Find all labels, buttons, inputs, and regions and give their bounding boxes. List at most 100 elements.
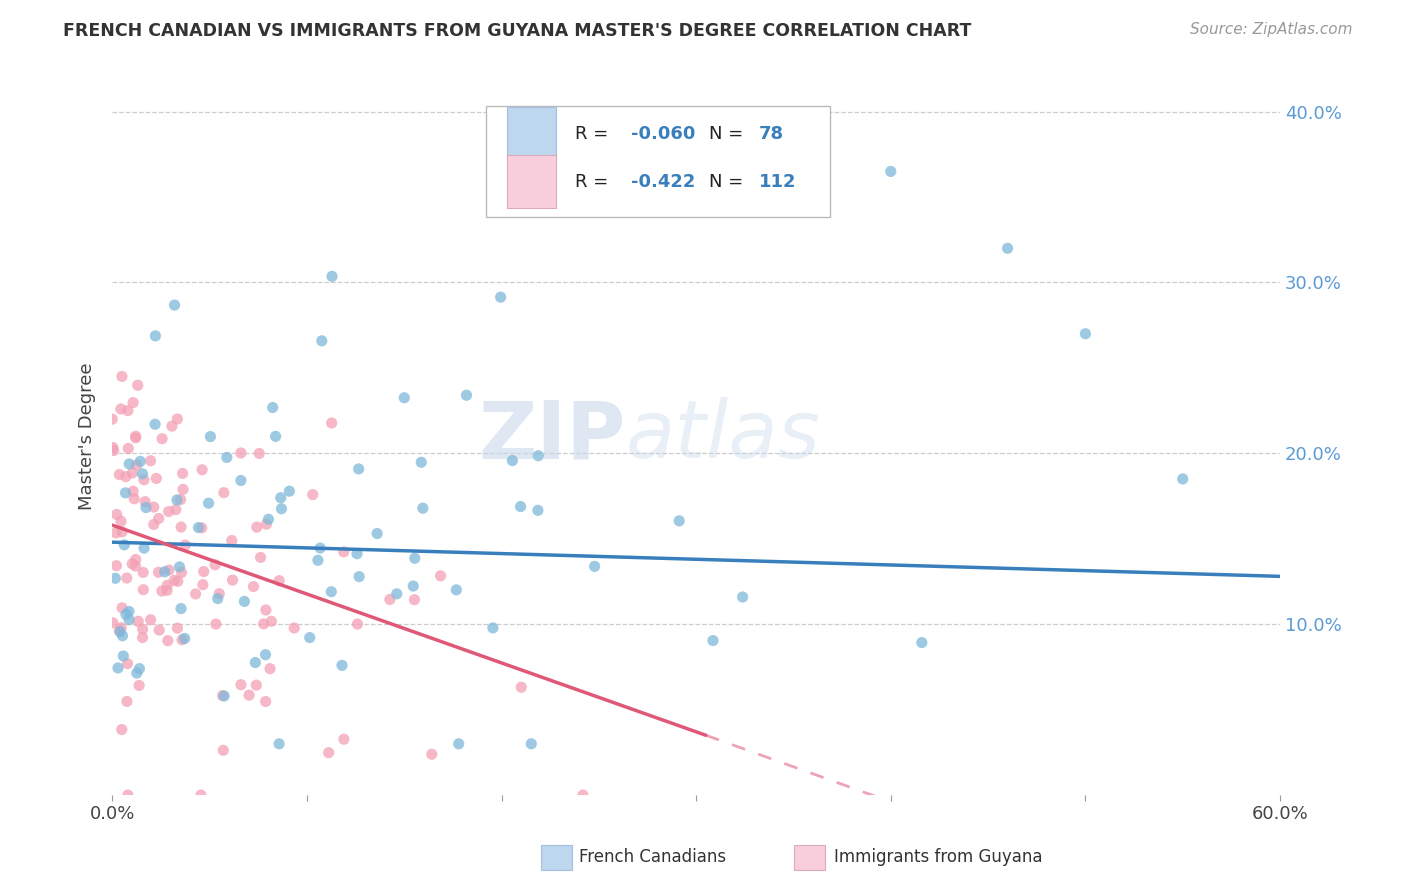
Point	[207, 591, 229, 606]
Text: N =: N =	[709, 173, 749, 191]
Point	[318, 746, 340, 760]
Point	[347, 462, 370, 476]
Point	[111, 369, 134, 384]
Point	[127, 614, 149, 628]
Point	[166, 574, 188, 589]
Text: 78: 78	[759, 126, 785, 144]
Point	[731, 590, 754, 604]
Point	[270, 491, 292, 505]
Point	[110, 621, 132, 635]
Point	[245, 678, 267, 692]
Point	[132, 582, 155, 597]
Point	[309, 541, 332, 555]
Text: R =: R =	[575, 126, 613, 144]
Point	[150, 584, 173, 599]
Point	[187, 520, 209, 534]
Text: Source: ZipAtlas.com: Source: ZipAtlas.com	[1189, 22, 1353, 37]
Point	[110, 401, 132, 416]
Point	[124, 429, 146, 443]
Point	[111, 524, 134, 539]
Text: -0.422: -0.422	[631, 173, 695, 191]
Point	[259, 662, 281, 676]
Point	[111, 629, 134, 643]
Point	[378, 592, 401, 607]
Point	[156, 633, 179, 648]
Point	[509, 500, 531, 514]
Point	[249, 550, 271, 565]
Point	[200, 429, 222, 443]
Point	[221, 533, 243, 548]
Point	[447, 737, 470, 751]
Point	[412, 501, 434, 516]
Point	[125, 666, 148, 681]
Point	[347, 569, 370, 583]
Point	[165, 502, 187, 516]
Point	[108, 467, 131, 482]
Point	[105, 558, 128, 573]
Point	[385, 587, 408, 601]
Point	[112, 648, 135, 663]
Point	[191, 577, 214, 591]
Point	[238, 688, 260, 702]
Point	[101, 615, 124, 630]
Point	[108, 624, 131, 639]
Point	[132, 473, 155, 487]
Point	[129, 454, 152, 468]
Point	[115, 607, 138, 622]
Point	[112, 538, 135, 552]
Point	[501, 453, 523, 467]
Point	[169, 560, 191, 574]
Text: N =: N =	[709, 126, 749, 144]
Point	[404, 551, 426, 566]
Point	[111, 600, 134, 615]
Point	[583, 559, 606, 574]
Point	[169, 492, 191, 507]
Point	[108, 624, 131, 638]
Point	[107, 661, 129, 675]
Point	[307, 553, 329, 567]
Point	[118, 604, 141, 618]
Text: ZIP: ZIP	[479, 397, 626, 475]
Point	[411, 455, 433, 469]
Point	[131, 467, 153, 481]
Point	[298, 631, 321, 645]
Point	[114, 486, 136, 500]
Point	[254, 603, 277, 617]
Point	[122, 491, 145, 506]
Point	[510, 680, 533, 694]
Point	[190, 788, 212, 802]
Point	[212, 689, 235, 703]
Point	[191, 463, 214, 477]
Point	[172, 467, 194, 481]
Point	[163, 298, 186, 312]
Point	[134, 494, 156, 508]
FancyBboxPatch shape	[508, 107, 555, 160]
Point	[118, 457, 141, 471]
Point	[1074, 326, 1097, 341]
Point	[121, 557, 143, 571]
Point	[257, 512, 280, 526]
Point	[150, 432, 173, 446]
Point	[242, 580, 264, 594]
Text: -0.060: -0.060	[631, 126, 695, 144]
Point	[101, 441, 124, 455]
Point	[366, 526, 388, 541]
Point	[115, 469, 138, 483]
Point	[212, 485, 235, 500]
Y-axis label: Master's Degree: Master's Degree	[79, 362, 96, 510]
Point	[394, 391, 416, 405]
Point	[204, 558, 226, 572]
Point	[142, 500, 165, 514]
Point	[997, 241, 1019, 255]
Point	[124, 559, 146, 574]
Point	[156, 578, 179, 592]
Point	[197, 496, 219, 510]
Point	[233, 594, 256, 608]
Point	[527, 503, 550, 517]
Point	[143, 417, 166, 432]
Point	[911, 635, 934, 649]
Point	[173, 632, 195, 646]
Text: FRENCH CANADIAN VS IMMIGRANTS FROM GUYANA MASTER'S DEGREE CORRELATION CHART: FRENCH CANADIAN VS IMMIGRANTS FROM GUYAN…	[63, 22, 972, 40]
Point	[166, 492, 188, 507]
Point	[156, 583, 179, 598]
